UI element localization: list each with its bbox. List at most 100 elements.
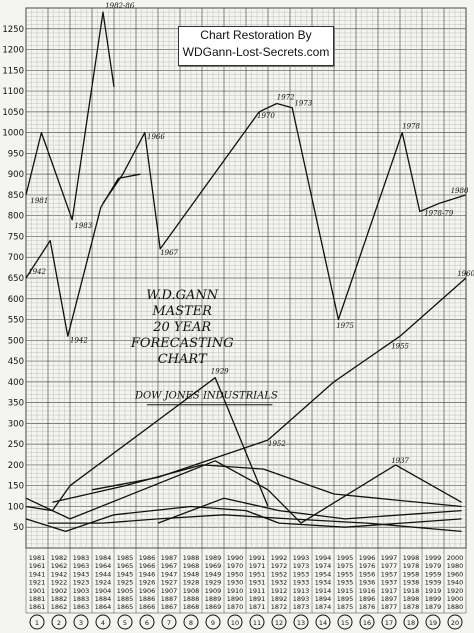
year-label: 1981 xyxy=(29,554,46,562)
year-label: 1929 xyxy=(205,579,222,587)
year-label: 1907 xyxy=(161,587,178,595)
year-label: 1933 xyxy=(293,579,310,587)
column-number: 7 xyxy=(167,619,171,627)
column-number: 12 xyxy=(275,619,283,627)
year-label: 1918 xyxy=(403,587,420,595)
year-label: 1959 xyxy=(425,570,442,578)
year-label: 1976 xyxy=(359,562,376,570)
year-label: 1891 xyxy=(249,595,266,603)
column-number: 18 xyxy=(407,619,415,627)
y-tick-label: 50 xyxy=(13,523,24,533)
chart-subtitle: DOW JONES INDUSTRIALS xyxy=(134,390,278,401)
year-label: 1987 xyxy=(161,554,178,562)
year-label: 1870 xyxy=(227,603,244,611)
column-number: 11 xyxy=(253,619,261,627)
banner-line1: Chart Restoration By xyxy=(200,28,312,42)
year-label: 1932 xyxy=(271,579,288,587)
year-label: 1990 xyxy=(227,554,244,562)
y-tick-label: 900 xyxy=(8,170,24,180)
column-number-circle xyxy=(117,614,133,630)
y-tick-label: 600 xyxy=(8,295,24,305)
column-number-circle xyxy=(381,614,397,630)
year-label: 1940 xyxy=(447,579,464,587)
year-label: 1958 xyxy=(403,570,420,578)
year-label: 1913 xyxy=(293,587,310,595)
y-tick-label: 750 xyxy=(8,232,24,242)
year-label: 1877 xyxy=(381,603,398,611)
year-label: 1978 xyxy=(403,562,420,570)
year-label: 1962 xyxy=(51,562,68,570)
year-label: 1985 xyxy=(117,554,134,562)
year-label: 1897 xyxy=(381,595,398,603)
point-annotation: 1942 xyxy=(70,336,88,344)
year-label: 1931 xyxy=(249,579,266,587)
y-tick-label: 1000 xyxy=(2,129,24,139)
point-annotation: 1983 xyxy=(74,222,92,230)
chart-title-line: 20 YEAR xyxy=(152,320,211,335)
year-label: 1947 xyxy=(161,570,178,578)
year-label: 1883 xyxy=(73,595,90,603)
point-annotation: 1972 xyxy=(277,93,295,101)
series-line xyxy=(157,497,462,524)
year-label: 1969 xyxy=(205,562,222,570)
year-label: 1960 xyxy=(447,570,464,578)
series-line xyxy=(25,11,115,221)
column-number: 10 xyxy=(231,619,239,627)
year-label: 1880 xyxy=(447,603,464,611)
series-line xyxy=(25,460,462,524)
year-label: 1884 xyxy=(95,595,112,603)
point-annotation: 1960 xyxy=(457,270,474,278)
year-label: 1904 xyxy=(95,587,112,595)
year-label: 1997 xyxy=(381,554,398,562)
year-label: 1908 xyxy=(183,587,200,595)
chart-title-line: CHART xyxy=(158,352,208,367)
year-label: 1894 xyxy=(315,595,332,603)
year-label: 1996 xyxy=(359,554,376,562)
year-label: 1881 xyxy=(29,595,46,603)
year-label: 1930 xyxy=(227,579,244,587)
column-number: 2 xyxy=(57,619,61,627)
year-label: 1946 xyxy=(139,570,156,578)
year-label: 1957 xyxy=(381,570,398,578)
year-label: 1974 xyxy=(315,562,332,570)
year-label: 1920 xyxy=(447,587,464,595)
y-tick-label: 400 xyxy=(8,378,24,388)
year-label: 1955 xyxy=(337,570,354,578)
year-label: 1878 xyxy=(403,603,420,611)
column-number: 3 xyxy=(79,619,83,627)
year-label: 1938 xyxy=(403,579,420,587)
year-label: 1956 xyxy=(359,570,376,578)
point-annotation: 1978 xyxy=(402,122,420,130)
banner-line2: WDGann-Lost-Secrets.com xyxy=(182,45,330,59)
year-label: 1936 xyxy=(359,579,376,587)
y-tick-label: 550 xyxy=(8,316,24,326)
series-line xyxy=(25,377,269,512)
year-label: 1914 xyxy=(315,587,332,595)
series-line xyxy=(48,514,462,533)
chart-title-line: MASTER xyxy=(151,304,212,319)
year-label: 1980 xyxy=(447,562,464,570)
year-label: 1873 xyxy=(293,603,310,611)
point-annotation: 1966 xyxy=(147,133,165,141)
year-label: 1893 xyxy=(293,595,310,603)
point-annotation: 1970 xyxy=(257,112,275,120)
year-label: 1861 xyxy=(29,603,46,611)
column-number-circle xyxy=(73,614,89,630)
column-number: 16 xyxy=(363,619,371,627)
year-label: 1986 xyxy=(139,554,156,562)
year-label: 1984 xyxy=(95,554,112,562)
y-tick-label: 300 xyxy=(8,419,24,429)
y-tick-label: 450 xyxy=(8,357,24,367)
point-annotation: 1973 xyxy=(294,100,312,108)
year-label: 1945 xyxy=(117,570,134,578)
point-annotation: 1937 xyxy=(391,457,409,465)
y-tick-label: 500 xyxy=(8,336,24,346)
y-tick-label: 350 xyxy=(8,399,24,409)
y-tick-label: 800 xyxy=(8,212,24,222)
column-number-circle xyxy=(425,614,441,630)
column-number: 1 xyxy=(35,619,39,627)
year-label: 2000 xyxy=(447,554,464,562)
column-number-circle xyxy=(403,614,419,630)
